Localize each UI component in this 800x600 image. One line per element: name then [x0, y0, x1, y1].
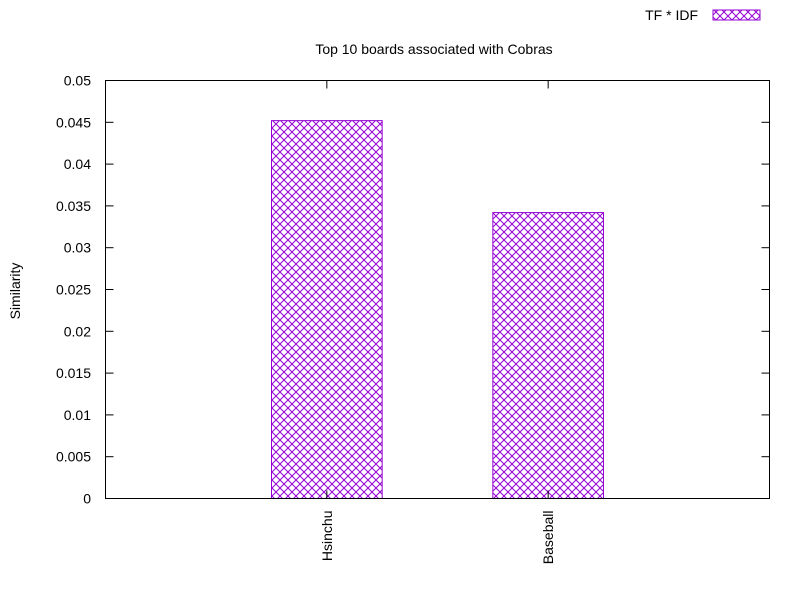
- y-axis-label: Similarity: [7, 263, 23, 320]
- y-tick-label: 0.045: [56, 114, 91, 130]
- bar-baseball: [492, 212, 605, 499]
- bar-hsinchu: [271, 120, 383, 500]
- legend-label: TF * IDF: [645, 7, 698, 23]
- y-axis: 0 0.005 0.01 0.015 0.02 0.025 0.03 0.035 0.04 0.0…: [56, 73, 770, 507]
- x-axis: Hsinchu Baseball: [319, 80, 556, 565]
- y-tick-label: 0.015: [56, 365, 91, 381]
- bars-group: [271, 120, 605, 500]
- legend: TF * IDF: [645, 7, 761, 23]
- y-tick-label: 0.04: [64, 156, 91, 172]
- y-tick-label: 0.025: [56, 282, 91, 298]
- y-tick-label: 0.035: [56, 198, 91, 214]
- y-tick-label: 0: [83, 491, 91, 507]
- chart-title: Top 10 boards associated with Cobras: [315, 41, 552, 57]
- y-tick-label: 0.005: [56, 449, 91, 465]
- legend-swatch: [712, 9, 761, 21]
- y-tick-label: 0.01: [64, 407, 91, 423]
- y-tick-label: 0.05: [64, 73, 91, 89]
- y-tick-label: 0.03: [64, 240, 91, 256]
- x-tick-label: Hsinchu: [319, 511, 335, 562]
- x-tick-label: Baseball: [540, 511, 556, 565]
- y-tick-label: 0.02: [64, 323, 91, 339]
- plot-frame: [105, 80, 770, 499]
